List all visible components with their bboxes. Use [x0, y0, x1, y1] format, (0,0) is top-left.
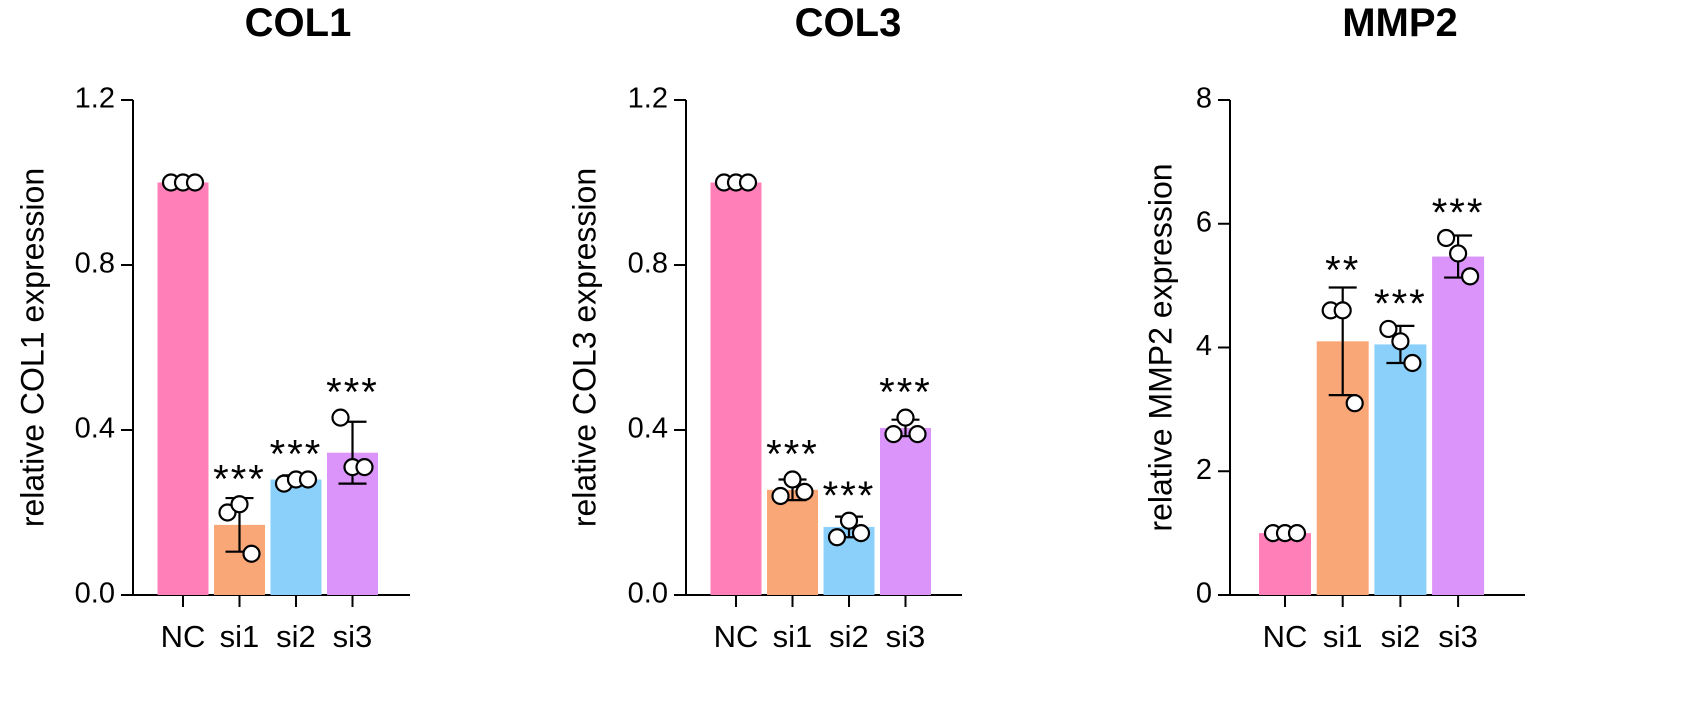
panel-col3: COL3 relative COL3 expression 0.0 0.4 0.8 1.2… — [566, 1, 962, 654]
data-point — [738, 173, 758, 192]
y-tick-label: 0.0 — [75, 578, 115, 610]
bar-si3 — [880, 427, 931, 595]
data-point — [355, 458, 374, 477]
significance-label: *** — [879, 371, 932, 415]
data-point — [1403, 353, 1422, 373]
x-tick-label-si2: si2 — [829, 619, 869, 654]
data-point — [851, 524, 871, 543]
data-point — [1436, 228, 1456, 248]
data-point — [1379, 319, 1398, 339]
bar-si1 — [767, 489, 818, 595]
significance-label: *** — [823, 474, 876, 518]
bar-NC — [157, 182, 209, 595]
y-tick-label: 1.2 — [75, 83, 115, 115]
y-axis-label: relative COL3 expression — [566, 168, 602, 527]
y-tick-label: 4 — [1196, 330, 1212, 362]
data-point — [783, 470, 802, 489]
data-point — [298, 470, 318, 489]
significance-label: *** — [1432, 191, 1485, 235]
y-tick-label: 0.4 — [75, 413, 115, 445]
y-tick-label: 0 — [1196, 578, 1212, 610]
x-tick-label-si1: si1 — [1323, 619, 1363, 654]
x-tick-label-si2: si2 — [1381, 619, 1421, 654]
significance-label: *** — [326, 371, 379, 415]
data-point — [795, 482, 814, 501]
significance-label: *** — [1374, 282, 1427, 326]
bar-si2 — [1374, 344, 1427, 595]
significance-label: *** — [213, 457, 266, 501]
panel-col1: COL1 relative COL1 expression 0.0 0.4 0.8 1.2… — [14, 1, 410, 654]
x-tick-label-NC: NC — [1263, 619, 1308, 654]
data-point — [230, 495, 249, 514]
significance-label: *** — [766, 433, 819, 477]
y-axis-label: relative COL1 expression — [14, 168, 50, 527]
y-axis-label: relative MMP2 expression — [1142, 163, 1178, 531]
data-point — [1287, 524, 1307, 543]
chart-title: COL1 — [245, 1, 352, 45]
data-point — [908, 425, 927, 444]
data-point — [331, 408, 350, 427]
data-point — [1460, 267, 1480, 286]
x-tick-label-si1: si1 — [773, 619, 813, 654]
data-point — [827, 528, 847, 547]
y-tick-label: 8 — [1196, 83, 1212, 115]
data-point — [884, 425, 903, 444]
bar-NC — [710, 182, 762, 595]
y-tick-label: 0.4 — [628, 413, 668, 445]
x-tick-label-si2: si2 — [276, 619, 316, 654]
data-point — [1333, 301, 1352, 320]
chart-title: COL3 — [795, 1, 902, 45]
data-point — [896, 408, 915, 427]
y-tick-label: 6 — [1196, 206, 1212, 238]
data-point — [839, 511, 859, 530]
panel-mmp2: MMP2 relative MMP2 expression 0 2 4 6 8 NC si1 **… — [1142, 1, 1525, 654]
x-tick-label-NC: NC — [714, 619, 759, 654]
bar-si3 — [1432, 256, 1485, 595]
y-tick-label: 0.0 — [628, 578, 668, 610]
x-tick-label-si1: si1 — [220, 619, 260, 654]
y-tick-label: 2 — [1196, 454, 1212, 486]
data-point — [771, 486, 790, 506]
data-point — [1391, 332, 1410, 351]
x-tick-label-si3: si3 — [1438, 619, 1478, 654]
bar-NC — [1259, 533, 1311, 595]
x-tick-label-si3: si3 — [886, 619, 926, 654]
bar-si2 — [270, 479, 322, 595]
y-tick-label: 0.8 — [75, 248, 115, 280]
data-point — [242, 544, 261, 563]
x-tick-label-si3: si3 — [333, 619, 373, 654]
data-point — [1448, 244, 1468, 263]
significance-label: ** — [1325, 248, 1360, 292]
x-tick-label-NC: NC — [161, 619, 206, 654]
chart-title: MMP2 — [1342, 1, 1458, 45]
y-tick-label: 0.8 — [628, 248, 668, 280]
significance-label: *** — [270, 433, 323, 477]
data-point — [1345, 394, 1364, 413]
y-tick-label: 1.2 — [628, 83, 668, 115]
data-point — [185, 173, 205, 192]
